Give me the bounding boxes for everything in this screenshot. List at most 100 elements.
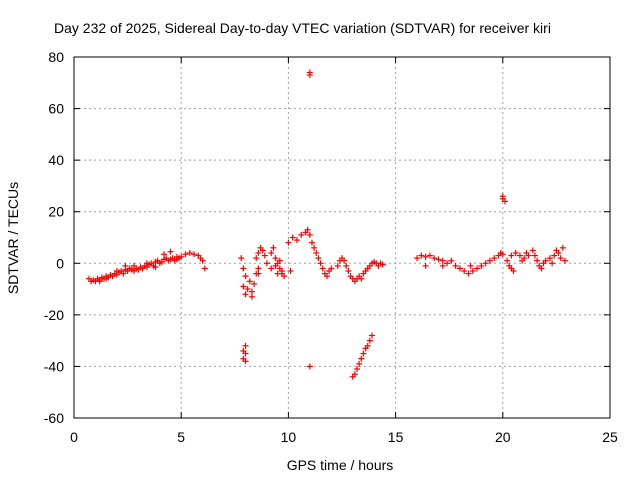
axis-ticks — [73, 56, 611, 419]
data-point — [328, 265, 335, 272]
data-point — [531, 252, 538, 259]
data-point — [122, 262, 129, 269]
data-point — [199, 257, 206, 264]
data-point — [426, 252, 433, 259]
data-point — [534, 257, 541, 264]
x-axis-label: GPS time / hours — [287, 457, 394, 473]
data-point — [240, 265, 247, 272]
data-point — [242, 358, 249, 365]
data-point — [242, 350, 249, 357]
data-point — [274, 270, 281, 277]
data-point — [491, 255, 498, 262]
x-tick-labels: 0 5 10 15 20 25 — [70, 429, 618, 445]
x-tick-label: 10 — [281, 429, 297, 445]
data-point — [366, 337, 373, 344]
data-point — [546, 255, 553, 262]
data-point — [152, 264, 159, 271]
data-point — [261, 252, 268, 259]
data-point — [557, 255, 564, 262]
data-point — [334, 262, 341, 269]
data-point — [439, 262, 446, 269]
data-point — [525, 252, 532, 259]
data-point — [313, 249, 320, 256]
data-point — [103, 275, 110, 282]
data-point — [323, 273, 330, 280]
x-tick-label: 0 — [70, 429, 78, 445]
data-point — [161, 251, 168, 258]
data-point — [504, 257, 511, 264]
data-point — [173, 253, 180, 260]
data-point — [244, 286, 251, 293]
data-point — [439, 257, 446, 264]
y-tick-label: -40 — [44, 358, 64, 374]
data-point — [246, 278, 253, 285]
data-point — [448, 257, 455, 264]
data-point — [508, 252, 515, 259]
data-point — [143, 260, 150, 267]
data-point — [435, 256, 442, 263]
data-point — [482, 260, 489, 267]
data-point — [311, 244, 318, 251]
data-point — [345, 268, 352, 275]
data-point — [268, 249, 275, 256]
data-point — [270, 244, 277, 251]
data-point — [248, 288, 255, 295]
chart-title: Day 232 of 2025, Sidereal Day-to-day VTE… — [54, 20, 551, 36]
data-point — [242, 273, 249, 280]
data-point — [529, 247, 536, 254]
data-point — [486, 257, 493, 264]
data-point — [551, 252, 558, 259]
data-point — [186, 249, 193, 256]
data-point — [561, 257, 568, 264]
data-point — [414, 255, 421, 262]
data-point — [431, 255, 438, 262]
y-tick-label: 60 — [48, 101, 64, 117]
data-point — [369, 332, 376, 339]
data-point — [356, 360, 363, 367]
x-tick-label: 25 — [602, 429, 618, 445]
data-point — [418, 252, 425, 259]
y-tick-label: 0 — [56, 255, 64, 271]
data-point — [278, 268, 285, 275]
data-point — [422, 253, 429, 260]
data-point — [364, 342, 371, 349]
grid-lines — [74, 57, 610, 418]
y-tick-label: -60 — [44, 410, 64, 426]
data-point — [516, 252, 523, 259]
data-point — [298, 231, 305, 238]
data-point — [501, 198, 508, 205]
data-point — [461, 268, 468, 275]
data-point — [255, 249, 262, 256]
data-point — [351, 371, 358, 378]
data-point — [306, 231, 313, 238]
data-point — [272, 255, 279, 262]
data-point — [131, 262, 138, 269]
data-point — [474, 265, 481, 272]
data-point — [358, 275, 365, 282]
data-point — [289, 234, 296, 241]
data-point — [358, 355, 365, 362]
data-point — [255, 270, 262, 277]
data-point — [248, 293, 255, 300]
y-tick-labels: -60 -40 -20 0 20 40 60 80 — [44, 49, 64, 426]
data-point — [191, 251, 198, 258]
data-point — [315, 255, 322, 262]
data-point — [319, 265, 326, 272]
data-point — [268, 265, 275, 272]
y-tick-label: -20 — [44, 307, 64, 323]
y-tick-label: 80 — [48, 49, 64, 65]
data-point — [341, 257, 348, 264]
data-point — [379, 261, 386, 268]
data-point — [287, 268, 294, 275]
data-point — [519, 257, 526, 264]
data-point — [510, 268, 517, 275]
x-tick-label: 5 — [177, 429, 185, 445]
data-point — [422, 262, 429, 269]
data-point — [242, 342, 249, 349]
data-point — [306, 363, 313, 370]
data-point — [555, 249, 562, 256]
data-point — [120, 270, 127, 277]
data-point — [285, 239, 292, 246]
data-point — [512, 249, 519, 256]
